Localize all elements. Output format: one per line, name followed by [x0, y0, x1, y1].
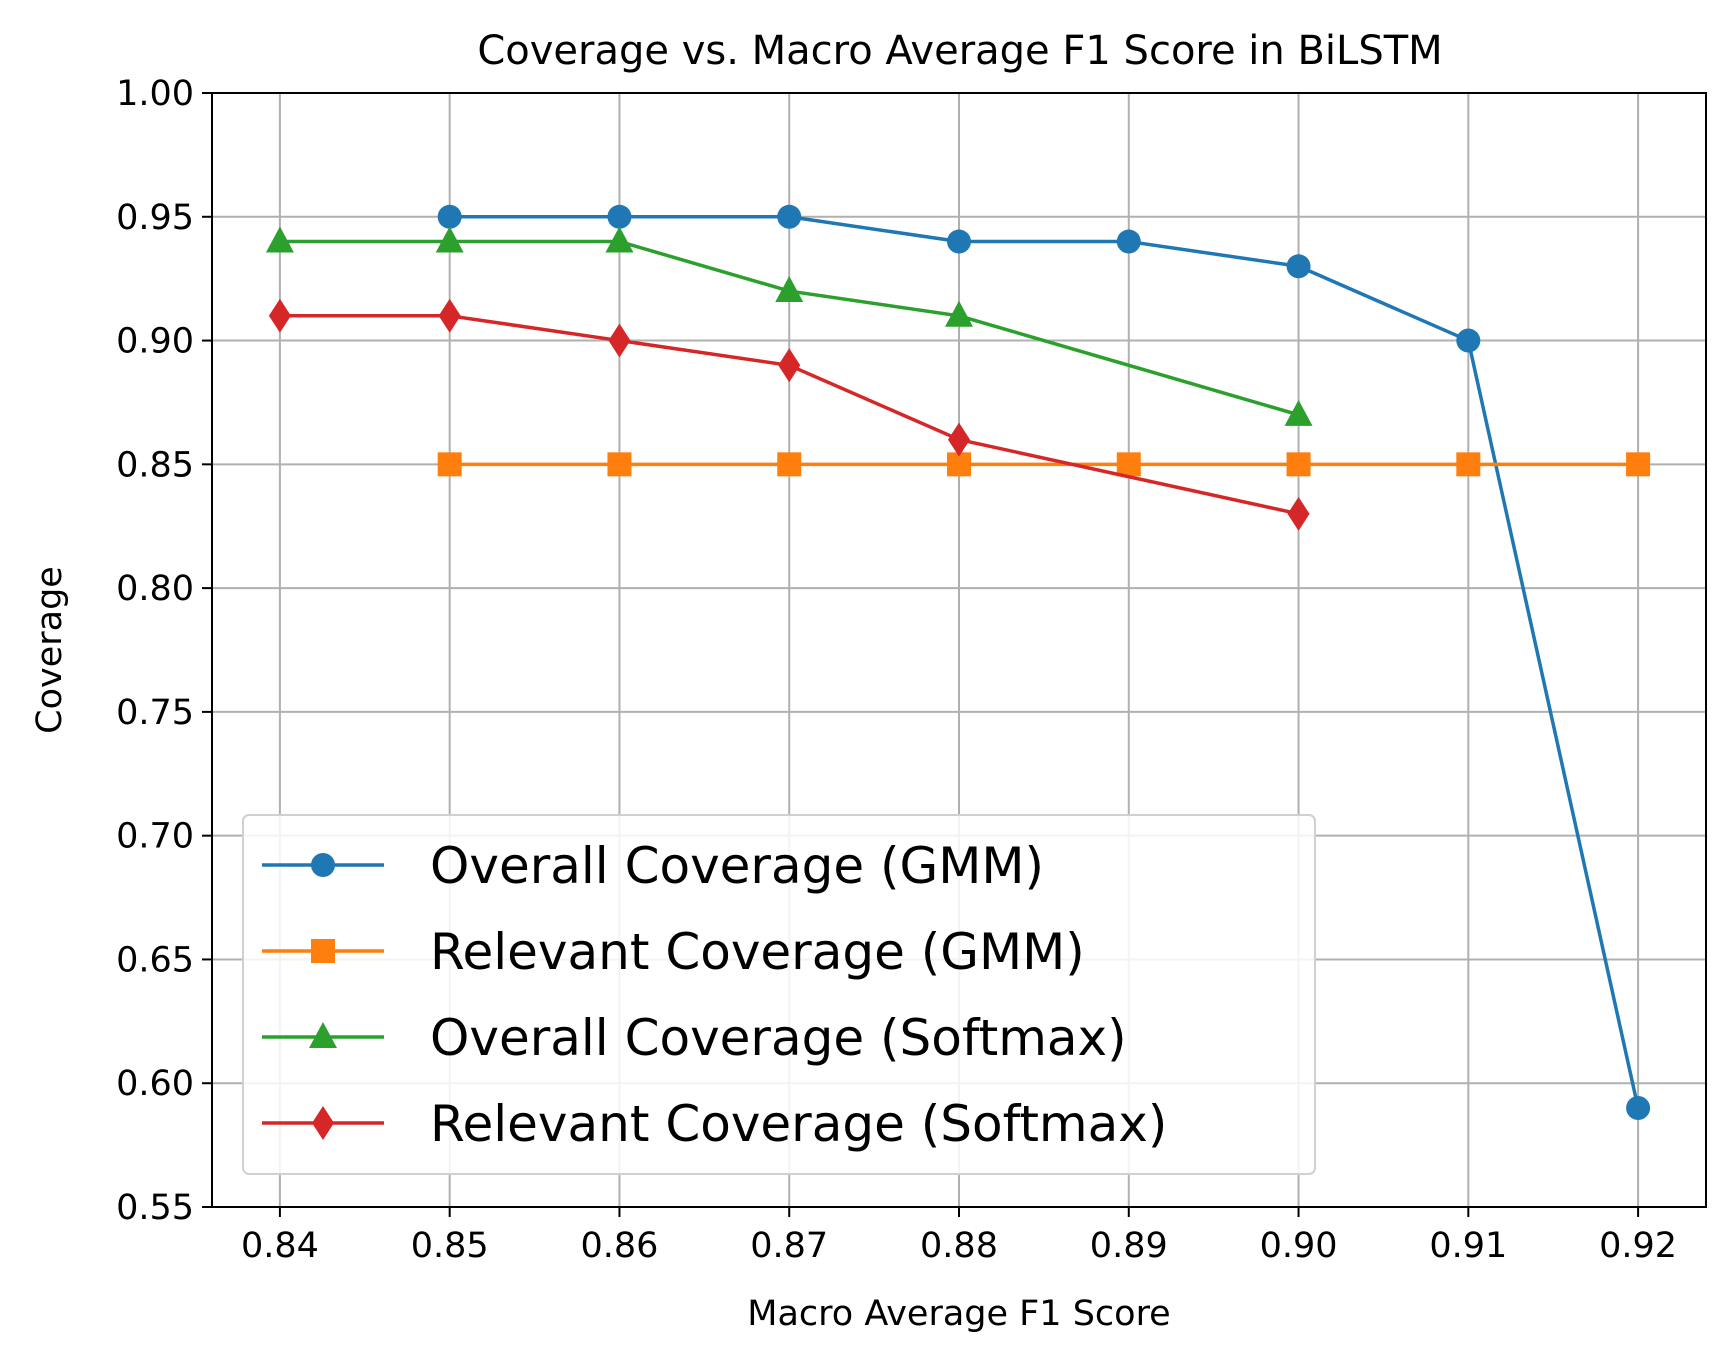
chart-title: Coverage vs. Macro Average F1 Score in B… [477, 28, 1442, 74]
legend-item: Relevant Coverage (GMM) [262, 923, 1085, 981]
data-point [775, 276, 804, 303]
data-point [948, 422, 970, 457]
x-tick-label: 0.90 [1260, 1226, 1338, 1266]
data-point [437, 204, 462, 229]
x-axis-label: Macro Average F1 Score [747, 1294, 1170, 1334]
series-layer [265, 204, 1651, 1120]
data-point [607, 204, 632, 229]
legend: Overall Coverage (GMM) Relevant Coverage … [242, 814, 1316, 1175]
data-point [1626, 452, 1651, 477]
x-tick-label: 0.92 [1599, 1226, 1677, 1266]
series-3 [265, 226, 1313, 426]
series-2 [437, 452, 1651, 477]
x-tick-label: 0.91 [1429, 1226, 1507, 1266]
data-point [1286, 254, 1311, 279]
legend-marker [311, 853, 335, 877]
x-tick-label: 0.84 [241, 1226, 319, 1266]
data-point [1286, 452, 1311, 477]
y-tick-label: 0.60 [116, 1064, 194, 1104]
y-tick-label: 0.80 [116, 569, 194, 609]
legend-item: Overall Coverage (GMM) [262, 837, 1044, 895]
x-axis-ticks: 0.84 0.85 0.86 0.87 0.88 0.89 0.90 0.91 0.92 [241, 1207, 1677, 1266]
data-point [1116, 452, 1141, 477]
y-tick-label: 0.65 [116, 940, 194, 980]
series-4 [268, 298, 1310, 531]
legend-label: Relevant Coverage (Softmax) [430, 1095, 1167, 1153]
series-line [279, 239, 1300, 417]
x-tick-label: 0.88 [920, 1226, 998, 1266]
data-point [777, 452, 802, 477]
x-tick-label: 0.86 [580, 1226, 658, 1266]
x-tick-label: 0.85 [411, 1226, 489, 1266]
legend-label: Relevant Coverage (GMM) [430, 923, 1085, 981]
y-axis-ticks: 0.55 0.60 0.65 0.70 0.75 0.80 0.85 0.90 0.95 1.00 [116, 74, 212, 1228]
data-point [605, 226, 634, 253]
y-axis-label: Coverage [30, 566, 70, 734]
legend-label: Overall Coverage (GMM) [430, 837, 1044, 895]
y-tick-label: 0.70 [116, 817, 194, 857]
legend-item: Overall Coverage (Softmax) [262, 1009, 1127, 1067]
data-point [1456, 452, 1481, 477]
legend-frame [242, 814, 1316, 1175]
y-tick-label: 0.55 [116, 1188, 194, 1228]
data-point [265, 226, 294, 253]
data-point [1284, 399, 1313, 426]
y-tick-label: 0.85 [116, 445, 194, 485]
data-point [1456, 328, 1481, 353]
data-point [777, 204, 802, 229]
data-point [437, 452, 462, 477]
series-line [279, 314, 1299, 516]
data-point [1116, 229, 1141, 254]
legend-marker [309, 1022, 337, 1048]
series-line [449, 215, 1640, 1109]
series-1 [437, 204, 1651, 1120]
data-point [268, 298, 291, 333]
x-tick-label: 0.89 [1090, 1226, 1168, 1266]
data-point [438, 298, 461, 333]
x-tick-label: 0.87 [750, 1226, 828, 1266]
data-point [1626, 1095, 1651, 1120]
legend-label: Overall Coverage (Softmax) [430, 1009, 1127, 1067]
data-point [607, 452, 632, 477]
legend-marker [312, 1106, 334, 1140]
y-tick-label: 0.75 [116, 693, 194, 733]
data-point [947, 229, 971, 254]
y-tick-label: 1.00 [116, 74, 194, 114]
data-point [608, 323, 631, 358]
data-point [1287, 496, 1310, 531]
data-point [945, 300, 973, 327]
legend-item: Relevant Coverage (Softmax) [262, 1095, 1167, 1153]
y-tick-label: 0.95 [116, 198, 194, 238]
y-tick-label: 0.90 [116, 322, 194, 362]
data-point [778, 348, 801, 383]
data-point [435, 226, 464, 253]
legend-marker [311, 939, 335, 963]
